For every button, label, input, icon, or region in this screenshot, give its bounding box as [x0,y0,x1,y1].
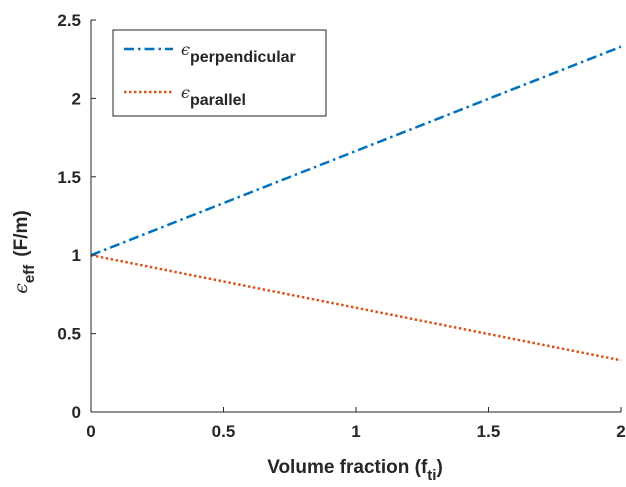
y-tick-label: 1.5 [57,168,81,187]
x-tick-label: 1.5 [477,422,501,441]
y-tick-label: 2 [72,89,81,108]
legend-label-perpendicular: ϵperpendicular [181,40,296,66]
x-tick-label: 0.5 [212,422,236,441]
y-tick-label: 1 [72,246,81,265]
y-tick-label: 2.5 [57,11,81,30]
x-tick-label: 0 [86,422,95,441]
x-tick-label: 2 [616,422,625,441]
ticks-layer: 0 0.5 1 1.5 2 0 0.5 1 1.5 2 2.5 [57,11,625,441]
legend: ϵperpendicular ϵparallel [112,29,327,117]
x-tick-label: 1 [351,422,360,441]
y-tick-label: 0 [72,403,81,422]
series-layer [90,45,622,362]
series-line-parallel [90,253,622,362]
x-axis-label: Volume fraction (fti) [267,457,443,484]
series-line-perpendicular [90,45,622,257]
legend-label-parallel: ϵparallel [181,83,246,109]
legend-box [112,29,327,117]
y-axis-label: ϵeff(F/m) [10,210,38,293]
y-tick-label: 0.5 [57,325,81,344]
